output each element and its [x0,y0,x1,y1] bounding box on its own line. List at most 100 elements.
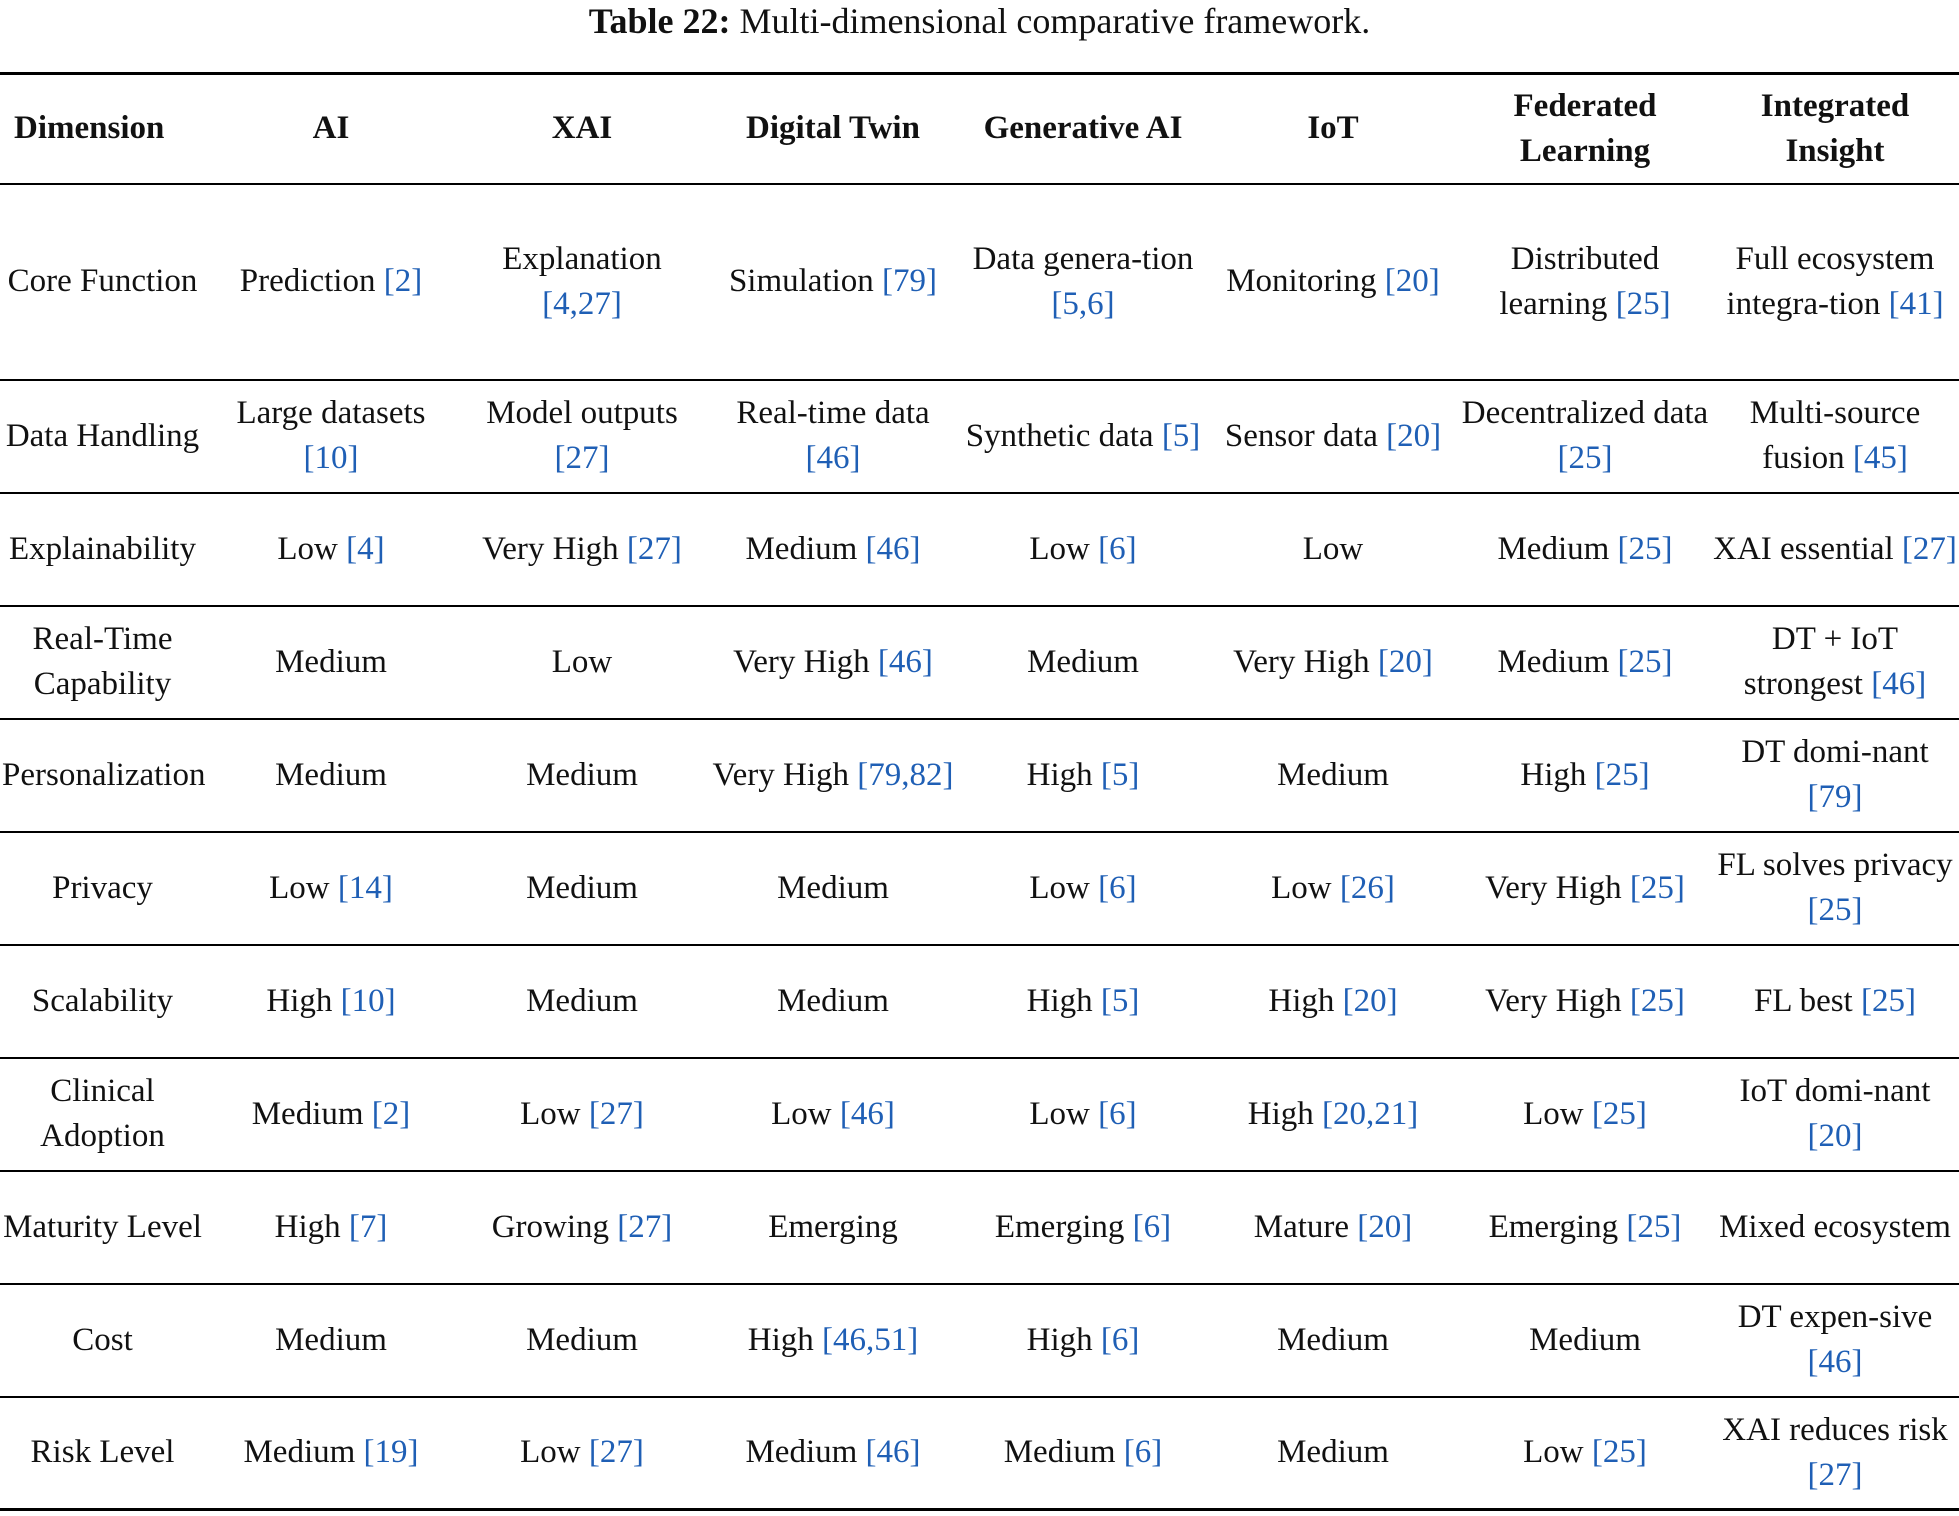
cell-text: XAI reduces risk [1722,1411,1948,1448]
citation-link[interactable]: [79] [1807,779,1863,815]
citation-link[interactable]: [46,51] [822,1321,919,1358]
citation-link[interactable]: [27] [1901,530,1957,567]
citation-link[interactable]: [46] [805,440,861,476]
cell-text: High [1268,982,1343,1019]
citation-link[interactable]: [19] [363,1434,419,1471]
citation-link[interactable]: [10] [340,982,396,1019]
dimension-cell: Privacy [52,869,153,906]
citation-link[interactable]: [5] [1100,982,1140,1019]
citation-link[interactable]: [27] [1807,1456,1863,1493]
table-cell: Medium [46] [707,493,959,606]
cell-text: High [1026,1321,1101,1358]
table-cell: Medium [457,945,707,1058]
dimension-cell: Maturity Level [3,1208,202,1245]
citation-link[interactable]: [45] [1852,440,1908,476]
cell-text: IoT domi-nant [1739,1073,1931,1109]
citation-link[interactable]: [6] [1098,1095,1137,1132]
citation-link[interactable]: [27] [588,1434,644,1471]
cell-text: Full ecosystem integra-tion [1726,240,1935,322]
table-cell: Emerging [25] [1459,1171,1711,1284]
citation-link[interactable]: [25] [1591,1095,1647,1132]
citation-link[interactable]: [4,27] [542,285,622,322]
citation-link[interactable]: [27] [554,440,610,476]
table-cell: Mixed ecosystem [1711,1171,1959,1284]
citation-link[interactable]: [79] [882,263,938,299]
table-cell: DT domi-nant [79] [1711,719,1959,832]
citation-link[interactable]: [25] [1860,982,1916,1019]
citation-link[interactable]: [6] [1100,1321,1140,1358]
citation-link[interactable]: [6] [1098,530,1137,567]
table-cell: High [20,21] [1207,1058,1459,1171]
citation-link[interactable]: [25] [1629,982,1685,1019]
citation-link[interactable]: [14] [337,869,393,906]
citation-link[interactable]: [20] [1377,643,1433,680]
citation-link[interactable]: [5] [1100,756,1140,793]
cell-text: Mature [1253,1208,1358,1245]
cell-text: Medium [1027,643,1139,680]
cell-text: Medium [745,1434,866,1471]
table-cell: Low [6] [959,493,1207,606]
citation-link[interactable]: [25] [1557,440,1613,476]
table-cell: High [7] [205,1171,457,1284]
citation-link[interactable]: [46] [877,643,933,680]
citation-link[interactable]: [46] [865,1434,921,1471]
cell-text: Explanation [502,240,662,277]
citation-link[interactable]: [25] [1626,1208,1682,1245]
citation-link[interactable]: [6] [1123,1434,1163,1471]
citation-link[interactable]: [2] [371,1095,411,1132]
table-row: Explainability Low [4] Very High [27] Mediu… [0,493,1959,606]
cell-text: Medium [1497,643,1618,680]
cell-text: Data genera-tion [972,240,1194,277]
citation-link[interactable]: [27] [617,1208,673,1245]
citation-link[interactable]: [6] [1098,869,1137,906]
citation-link[interactable]: [20] [1386,417,1442,454]
dimension-cell: Explainability [9,530,196,567]
cell-text: High [266,982,341,1019]
table-cell: Very High [27] [457,493,707,606]
citation-link[interactable]: [4] [346,530,385,567]
citation-link[interactable]: [27] [626,530,682,567]
citation-link[interactable]: [46] [839,1095,895,1132]
citation-link[interactable]: [10] [303,440,359,476]
citation-link[interactable]: [20] [1384,263,1440,299]
citation-link[interactable]: [25] [1617,643,1673,680]
table-row: Risk Level Medium [19] Low [27] Medium [46]… [0,1397,1959,1510]
citation-link[interactable]: [20] [1342,982,1398,1019]
dimension-cell: Core Function [7,263,198,299]
citation-link[interactable]: [25] [1615,285,1671,322]
table-cell: Large datasets [10] [205,380,457,493]
citation-link[interactable]: [20] [1807,1118,1863,1154]
citation-link[interactable]: [27] [588,1095,644,1132]
table-cell: Medium [19] [205,1397,457,1510]
citation-link[interactable]: [25] [1807,892,1863,928]
citation-link[interactable]: [46] [865,530,921,567]
citation-link[interactable]: [20] [1357,1208,1413,1245]
citation-link[interactable]: [25] [1617,530,1673,567]
citation-link[interactable]: [25] [1594,756,1650,793]
citation-link[interactable]: [25] [1629,869,1685,906]
dimension-cell: Scalability [31,982,174,1019]
citation-link[interactable]: [25] [1591,1434,1647,1471]
citation-link[interactable]: [26] [1339,869,1395,906]
cell-text: High [1026,756,1101,793]
cell-text: Low [1029,530,1099,567]
citation-link[interactable]: [6] [1132,1208,1172,1245]
citation-link[interactable]: [5] [1161,417,1201,454]
cell-text: Very High [712,756,858,793]
citation-link[interactable]: [20,21] [1322,1095,1419,1132]
cell-text: Medium [526,756,638,793]
table-row: Scalability High [10] Medium Medium High [5]… [0,945,1959,1058]
citation-link[interactable]: [46] [1871,666,1927,702]
citation-link[interactable]: [79,82] [857,756,954,793]
header-federated-learning: Federated Learning [1513,87,1657,169]
citation-link[interactable]: [5,6] [1051,285,1115,322]
cell-text: Very High [1485,869,1630,906]
citation-link[interactable]: [46] [1807,1344,1863,1380]
table-cell: Low [27] [457,1058,707,1171]
citation-link[interactable]: [2] [383,263,423,299]
citation-link[interactable]: [7] [348,1208,388,1245]
table-cell: Low [26] [1207,832,1459,945]
cell-text: Low [1523,1095,1592,1132]
table-cell: Medium [2] [205,1058,457,1171]
citation-link[interactable]: [41] [1888,285,1944,322]
